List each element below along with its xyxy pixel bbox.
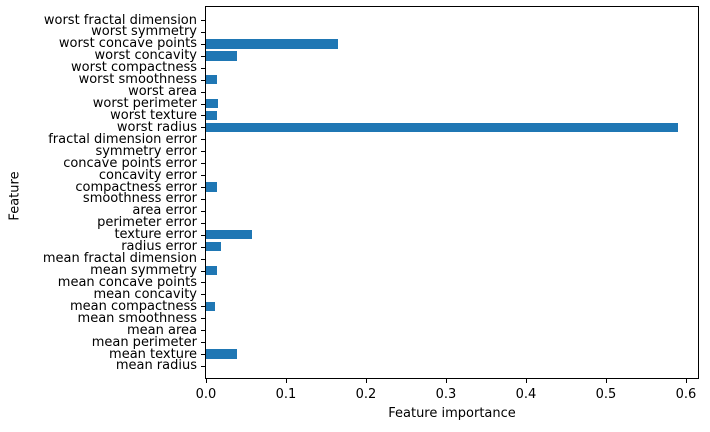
bar	[206, 39, 338, 49]
y-tick-mark	[201, 294, 205, 296]
y-tick-mark	[201, 246, 205, 248]
y-tick-label: symmetry error	[95, 143, 197, 159]
y-tick-mark	[201, 258, 205, 260]
y-tick-mark	[201, 79, 205, 81]
x-tick-label: 0.3	[435, 387, 457, 402]
y-tick-mark	[201, 175, 205, 177]
y-tick-label: worst concavity	[94, 48, 197, 64]
x-tick-label: 0.5	[595, 387, 617, 402]
y-tick-label: mean compactness	[69, 298, 197, 314]
bar	[206, 182, 218, 192]
x-tick-mark	[605, 379, 607, 383]
y-tick-label: radius error	[121, 239, 197, 255]
y-tick-mark	[201, 342, 205, 344]
y-tick-mark	[201, 31, 205, 33]
bar	[206, 122, 678, 133]
y-tick-label: mean fractal dimension	[42, 251, 197, 267]
y-tick-mark	[201, 282, 205, 284]
y-tick-mark	[201, 151, 205, 153]
y-tick-label: concave points error	[63, 155, 197, 171]
y-tick-mark	[201, 318, 205, 320]
y-tick-label: worst concave points	[58, 36, 197, 52]
plot-area	[205, 6, 699, 379]
y-tick-mark	[201, 163, 205, 165]
y-tick-mark	[201, 365, 205, 367]
bar	[206, 98, 218, 109]
y-tick-mark	[201, 139, 205, 141]
y-tick-mark	[201, 115, 205, 117]
y-tick-label: worst radius	[116, 119, 197, 135]
y-tick-mark	[201, 210, 205, 212]
y-tick-mark	[201, 198, 205, 200]
y-tick-label: fractal dimension error	[48, 131, 197, 147]
y-tick-mark	[201, 127, 205, 129]
bar	[206, 349, 238, 359]
y-tick-mark	[201, 103, 205, 105]
y-tick-label: perimeter error	[97, 215, 197, 231]
x-tick-label: 0.4	[515, 387, 537, 402]
y-tick-label: worst area	[128, 84, 197, 100]
bar	[206, 110, 218, 121]
y-tick-label: mean smoothness	[77, 310, 197, 326]
y-tick-label: worst texture	[110, 107, 197, 123]
x-tick-mark	[285, 379, 287, 383]
x-tick-mark	[365, 379, 367, 383]
y-tick-label: worst symmetry	[91, 24, 197, 40]
y-tick-label: compactness error	[75, 179, 197, 195]
y-tick-label: smoothness error	[82, 191, 197, 207]
y-tick-mark	[201, 270, 205, 272]
y-tick-mark	[201, 91, 205, 93]
y-tick-mark	[201, 306, 205, 308]
y-tick-label: mean perimeter	[91, 334, 197, 350]
y-tick-label: mean radius	[115, 358, 197, 374]
bar	[206, 241, 222, 252]
bar	[206, 265, 218, 276]
x-tick-mark	[525, 379, 527, 383]
y-tick-label: worst fractal dimension	[43, 12, 197, 28]
y-tick-label: mean concave points	[57, 274, 197, 290]
x-tick-label: 0.6	[675, 387, 697, 402]
x-tick-label: 0.1	[275, 387, 297, 402]
x-tick-mark	[205, 379, 207, 383]
y-tick-label: mean concavity	[93, 286, 197, 302]
y-tick-mark	[201, 20, 205, 21]
x-axis-label: Feature importance	[388, 406, 516, 421]
bar	[206, 229, 252, 240]
bar	[206, 301, 215, 312]
y-tick-label: mean area	[127, 322, 197, 338]
y-tick-label: mean texture	[109, 346, 197, 362]
y-tick-mark	[201, 43, 205, 45]
y-tick-mark	[201, 354, 205, 356]
x-tick-mark	[685, 379, 687, 383]
y-tick-mark	[201, 234, 205, 236]
y-tick-label: concavity error	[98, 167, 197, 183]
y-tick-label: worst perimeter	[92, 96, 197, 111]
y-tick-label: worst smoothness	[78, 72, 197, 88]
y-tick-mark	[201, 67, 205, 69]
y-tick-label: mean symmetry	[90, 263, 197, 279]
x-tick-label: 0.0	[195, 387, 217, 402]
y-tick-label: texture error	[114, 227, 197, 243]
bar	[206, 51, 238, 61]
y-tick-mark	[201, 187, 205, 189]
y-tick-mark	[201, 330, 205, 332]
y-tick-mark	[201, 222, 205, 224]
bar	[206, 74, 218, 85]
x-tick-mark	[445, 379, 447, 383]
x-tick-label: 0.2	[355, 387, 377, 402]
y-tick-mark	[201, 55, 205, 57]
y-tick-label: worst compactness	[71, 60, 197, 76]
y-tick-label: area error	[132, 203, 197, 219]
